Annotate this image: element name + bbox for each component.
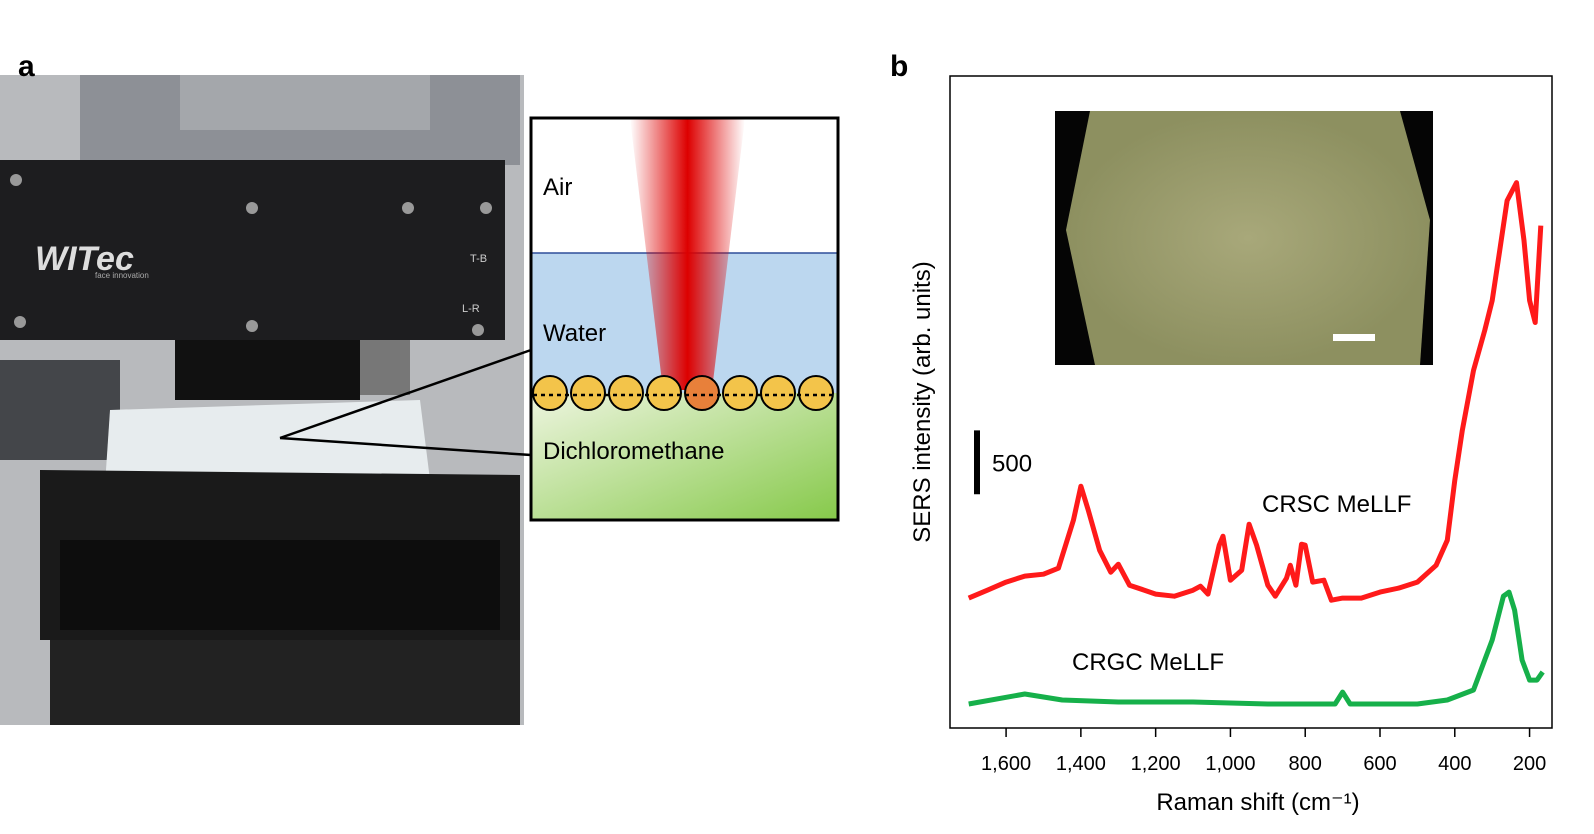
layer-label: Dichloromethane: [543, 438, 724, 465]
brand: WITec: [35, 240, 134, 278]
x-tick-label: 1,400: [1056, 753, 1106, 775]
series-label: CRSC MeLLF: [1262, 491, 1411, 518]
layer-label: Air: [543, 174, 572, 201]
panel-label: a: [18, 50, 35, 83]
schematic: Air Water Dichloromethane: [279, 116, 840, 522]
x-tick-label: 600: [1363, 753, 1396, 775]
x-tick-label: 1,000: [1205, 753, 1255, 775]
layer-label: Water: [543, 320, 606, 347]
x-tick-label: 1,600: [981, 753, 1031, 775]
panel-label: b: [890, 50, 908, 83]
x-tick-label: 1,200: [1131, 753, 1181, 775]
brand-sub: face innovation: [95, 271, 149, 280]
spectrum-line: [968, 589, 1545, 707]
y-axis-label: SERS intensity (arb. units): [909, 261, 936, 542]
x-tick-label: 200: [1513, 753, 1546, 775]
x-axis-label: Raman shift (cm⁻¹): [1156, 789, 1359, 816]
spectrum-line: [967, 180, 1544, 603]
knob-label: T-B: [470, 253, 487, 265]
x-tick-label: 800: [1289, 753, 1322, 775]
series-label: CRGC MeLLF: [1072, 649, 1224, 676]
knob-label: L-R: [462, 303, 480, 315]
photo: WITec face innovation T-B L-R: [0, 75, 524, 725]
x-tick-label: 400: [1438, 753, 1471, 775]
inset-micrograph: [1055, 111, 1433, 365]
plot-frame: [949, 75, 1553, 729]
scale-bar-label: 500: [992, 450, 1032, 477]
